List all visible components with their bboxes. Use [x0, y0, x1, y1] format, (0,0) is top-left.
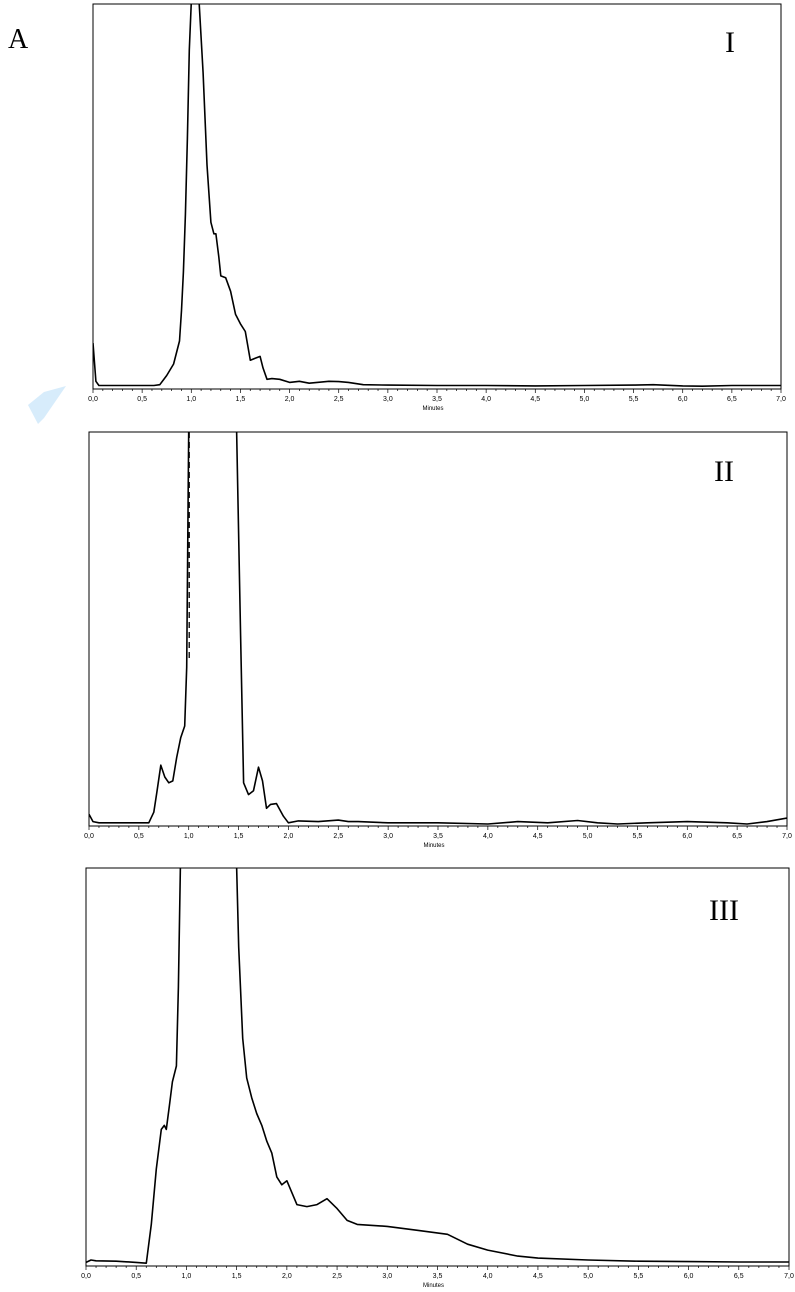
plot-frame [85, 867, 790, 1267]
x-tick-label: 7,0 [776, 396, 786, 403]
x-tick-label: 4,0 [481, 396, 491, 403]
x-tick-label: 6,0 [682, 833, 692, 840]
chart-panel-3: 0,0 0,5 1,0 1,5 2,0 2,5 3,0 3,5 4,0 4,5 5,0 5,5 6,0 6… [81, 867, 794, 1289]
panel-letter: A [8, 24, 29, 55]
panel-numeral: III [709, 894, 739, 927]
x-tick-label: 6,5 [734, 1273, 744, 1280]
x-tick-label: 2,0 [284, 833, 294, 840]
panel-numeral: II [714, 455, 734, 488]
x-axis-title: Minutes [422, 406, 443, 412]
x-tick-label: 5,5 [633, 1273, 643, 1280]
x-tick-label: 0,0 [81, 1273, 91, 1280]
x-tick-label: 4,5 [530, 396, 540, 403]
x-tick-label: 5,0 [583, 833, 593, 840]
x-tick-label: 0,0 [88, 396, 98, 403]
chart-panel-2: 0,0 0,5 1,0 1,5 2,0 2,5 3,0 3,5 4,0 4,5 5,0 5,5 6,0 6… [84, 431, 792, 849]
x-tick-label: 1,5 [236, 396, 246, 403]
chart-panel-1: 0,0 0,5 1,0 1,5 2,0 2,5 3,0 3,5 4,0 4,5 5,0 5,5 6,0 6… [88, 3, 786, 412]
x-tick-label: 2,0 [285, 396, 295, 403]
x-tick-label: 3,5 [433, 833, 443, 840]
x-tick-label: 4,0 [483, 833, 493, 840]
x-tick-label: 5,5 [633, 833, 643, 840]
x-tick-label: 0,5 [137, 396, 147, 403]
x-tick-label: 7,0 [784, 1273, 794, 1280]
x-tick-label: 6,5 [732, 833, 742, 840]
x-tick-label: 0,0 [84, 833, 94, 840]
x-tick-label: 1,5 [232, 1273, 242, 1280]
x-tick-label: 0,5 [134, 833, 144, 840]
x-tick-label: 1,0 [182, 1273, 192, 1280]
x-tick-label: 3,5 [432, 396, 442, 403]
x-tick-label: 6,0 [678, 396, 688, 403]
x-tick-label: 3,5 [433, 1273, 443, 1280]
x-tick-label: 0,5 [131, 1273, 141, 1280]
plot-frame [92, 3, 782, 390]
plot-frame [88, 431, 788, 827]
x-tick-label: 4,5 [533, 1273, 543, 1280]
panel-numeral: I [725, 26, 735, 59]
x-tick-label: 6,0 [684, 1273, 694, 1280]
chromatogram-trace [93, 4, 781, 387]
x-tick-label: 5,0 [580, 396, 590, 403]
x-tick-label: 5,5 [629, 396, 639, 403]
chromatogram-trace [86, 868, 789, 1264]
x-tick-label: 3,0 [382, 1273, 392, 1280]
x-tick-label: 1,0 [186, 396, 196, 403]
x-tick-label: 3,0 [383, 833, 393, 840]
x-tick-label: 2,5 [334, 396, 344, 403]
watermark-sliver [28, 386, 66, 424]
x-tick-label: 4,0 [483, 1273, 493, 1280]
x-tick-label: 4,5 [533, 833, 543, 840]
x-tick-label: 1,5 [234, 833, 244, 840]
x-tick-label: 5,0 [583, 1273, 593, 1280]
x-tick-label: 3,0 [383, 396, 393, 403]
x-tick-label: 1,0 [184, 833, 194, 840]
x-tick-label: 6,5 [727, 396, 737, 403]
chromatogram-trace [89, 432, 787, 825]
x-tick-label: 2,5 [333, 833, 343, 840]
x-tick-label: 2,5 [332, 1273, 342, 1280]
x-axis-title: Minutes [423, 1283, 444, 1289]
x-tick-label: 7,0 [782, 833, 792, 840]
x-tick-label: 2,0 [282, 1273, 292, 1280]
x-axis-title: Minutes [423, 843, 444, 849]
